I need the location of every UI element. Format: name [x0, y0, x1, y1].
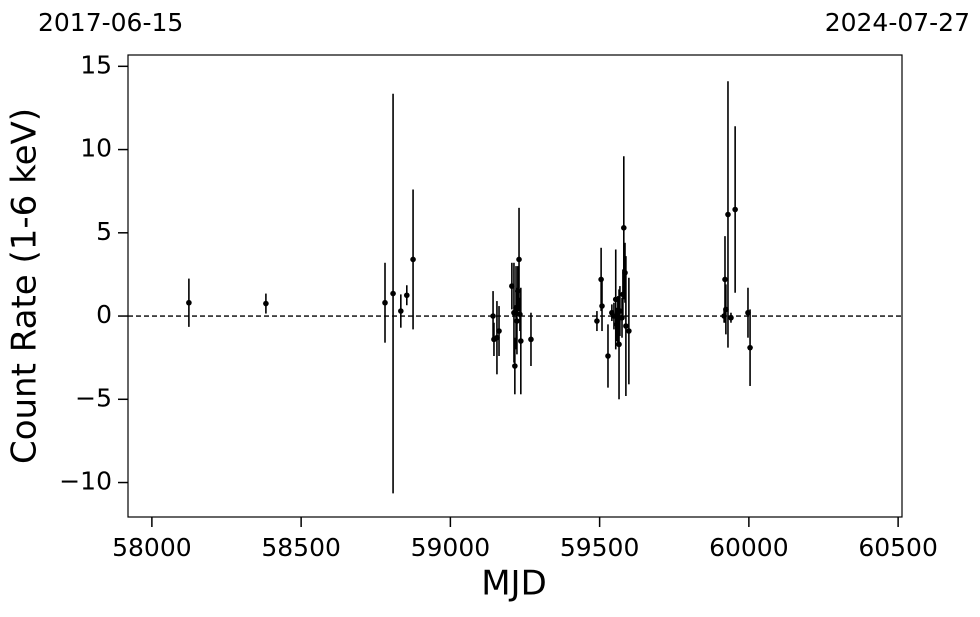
- data-point: [619, 314, 625, 321]
- y-tick-label: −5: [75, 383, 112, 412]
- x-axis-label: MJD: [481, 564, 547, 604]
- x-tick-label: 60000: [709, 533, 789, 562]
- data-point: [390, 290, 396, 297]
- data-point: [518, 338, 524, 344]
- data-point: [528, 336, 534, 343]
- data-point: [623, 323, 629, 329]
- y-tick-label: 15: [80, 50, 112, 79]
- data-point: [599, 303, 605, 309]
- data-point: [622, 269, 628, 276]
- data-point: [490, 313, 496, 319]
- y-axis-label: Count Rate (1-6 keV): [5, 108, 45, 464]
- y-tick-label: 10: [80, 134, 112, 163]
- x-tick-label: 60500: [858, 533, 938, 562]
- y-tick-label: 5: [96, 217, 112, 246]
- top-left-date: 2017-06-15: [38, 8, 183, 37]
- data-point: [626, 328, 632, 334]
- plot-frame: [127, 54, 903, 518]
- data-point: [186, 299, 192, 306]
- data-point: [496, 328, 502, 334]
- y-tick-label: −10: [59, 467, 112, 496]
- data-point: [594, 318, 600, 324]
- data-point: [728, 314, 734, 321]
- data-point: [732, 206, 738, 213]
- y-tick-label: 0: [96, 300, 112, 329]
- data-point: [514, 318, 520, 324]
- top-right-date: 2024-07-27: [825, 8, 970, 37]
- x-tick-label: 59000: [411, 533, 491, 562]
- data-point: [512, 363, 518, 369]
- data-point: [516, 256, 522, 263]
- x-tick-label: 58000: [112, 533, 192, 562]
- data-point: [616, 341, 622, 348]
- data-point: [263, 300, 269, 307]
- data-point: [403, 292, 410, 299]
- data-point: [605, 353, 611, 359]
- x-tick-label: 58500: [261, 533, 341, 562]
- data-point: [722, 276, 728, 283]
- data-point: [410, 256, 416, 263]
- data-point: [382, 299, 388, 306]
- data-point: [747, 344, 753, 351]
- data-point: [621, 225, 627, 231]
- data-point: [725, 211, 731, 218]
- data-point: [398, 308, 404, 314]
- data-point: [598, 276, 604, 283]
- x-tick-label: 59500: [560, 533, 640, 562]
- data-point: [517, 311, 523, 318]
